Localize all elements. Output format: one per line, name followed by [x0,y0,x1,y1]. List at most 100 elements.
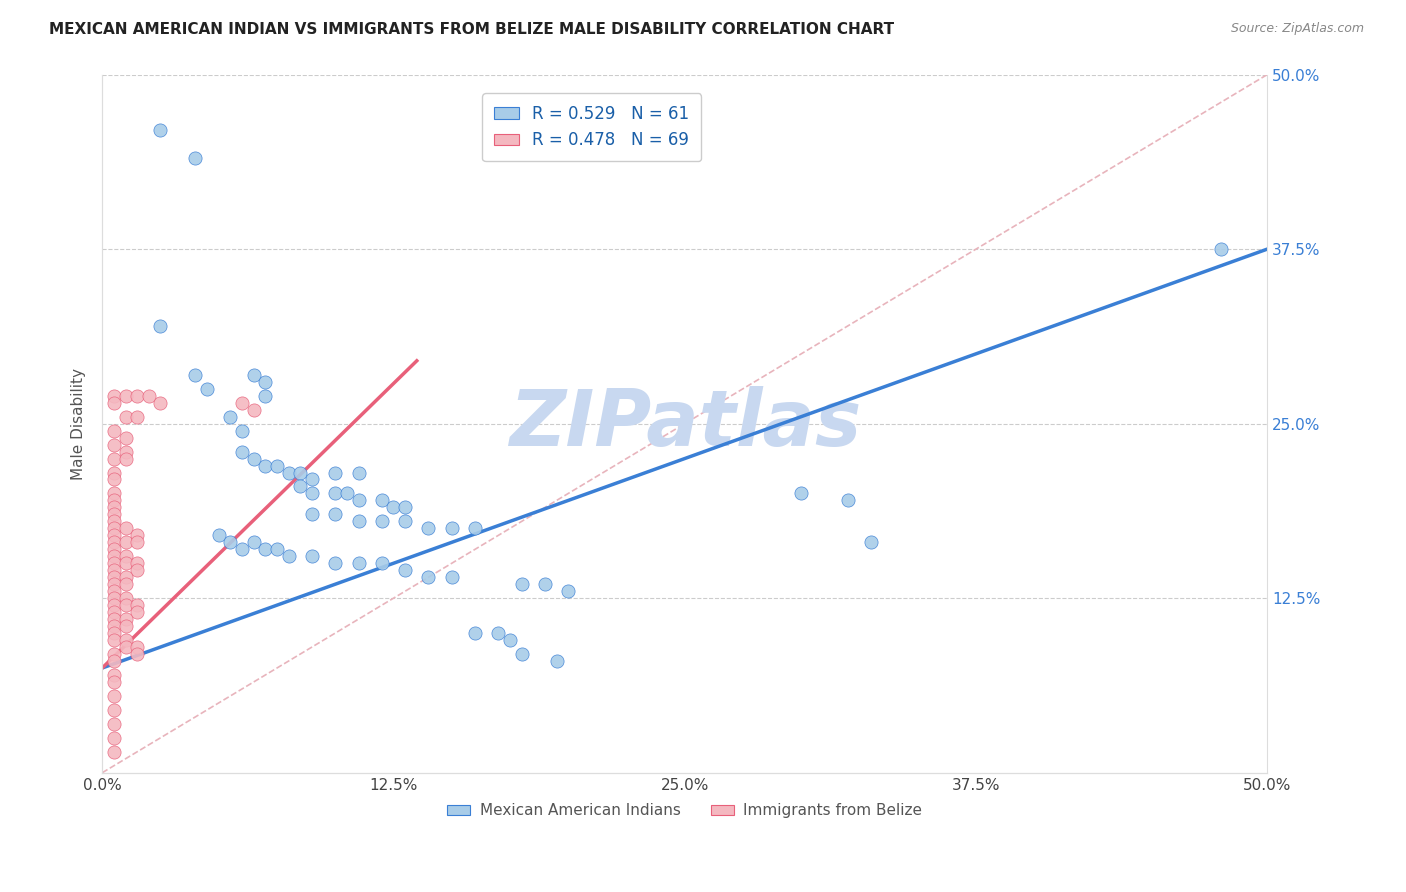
Point [103,745,125,759]
Point [837,493,859,508]
Point [323,556,346,570]
Point [114,389,136,403]
Point [103,424,125,438]
Point [103,542,125,557]
Point [277,549,299,564]
Point [127,647,149,661]
Point [231,424,253,438]
Point [114,444,136,458]
Point [103,703,125,717]
Point [103,535,125,549]
Point [149,123,172,137]
Point [127,598,149,612]
Point [103,654,125,668]
Point [1209,242,1232,256]
Point [301,508,323,522]
Point [103,515,125,529]
Point [347,556,370,570]
Point [103,605,125,619]
Point [242,368,264,382]
Point [127,605,149,619]
Point [231,542,253,557]
Point [103,584,125,599]
Point [301,473,323,487]
Point [114,612,136,626]
Point [103,389,125,403]
Point [114,633,136,648]
Point [266,458,288,473]
Point [103,619,125,633]
Point [242,451,264,466]
Point [103,598,125,612]
Point [149,395,172,409]
Point [127,640,149,654]
Point [103,731,125,745]
Point [138,389,160,403]
Point [103,528,125,542]
Point [195,382,218,396]
Point [114,521,136,535]
Point [464,521,486,535]
Point [254,458,277,473]
Point [371,515,394,529]
Point [440,570,463,584]
Point [254,389,277,403]
Point [103,717,125,731]
Point [103,668,125,682]
Point [114,556,136,570]
Point [184,151,207,165]
Text: Source: ZipAtlas.com: Source: ZipAtlas.com [1230,22,1364,36]
Point [127,528,149,542]
Point [114,570,136,584]
Point [336,486,359,500]
Point [103,626,125,640]
Point [347,466,370,480]
Legend: Mexican American Indians, Immigrants from Belize: Mexican American Indians, Immigrants fro… [441,797,928,824]
Point [103,395,125,409]
Point [103,473,125,487]
Point [557,584,579,599]
Point [127,556,149,570]
Point [114,598,136,612]
Point [184,368,207,382]
Point [790,486,813,500]
Text: ZIPatlas: ZIPatlas [509,385,860,462]
Point [347,493,370,508]
Point [103,675,125,690]
Point [323,486,346,500]
Point [103,591,125,606]
Point [242,535,264,549]
Point [219,535,242,549]
Point [127,389,149,403]
Point [103,521,125,535]
Point [290,479,312,493]
Point [127,535,149,549]
Point [418,521,440,535]
Point [371,556,394,570]
Point [103,689,125,703]
Point [510,577,533,591]
Point [103,633,125,648]
Point [371,493,394,508]
Point [290,466,312,480]
Point [208,528,231,542]
Point [277,466,299,480]
Point [860,535,883,549]
Point [103,577,125,591]
Point [231,444,253,458]
Point [394,515,416,529]
Y-axis label: Male Disability: Male Disability [72,368,86,480]
Point [127,563,149,577]
Point [103,493,125,508]
Point [103,437,125,451]
Point [382,500,405,515]
Point [103,570,125,584]
Point [323,508,346,522]
Text: MEXICAN AMERICAN INDIAN VS IMMIGRANTS FROM BELIZE MALE DISABILITY CORRELATION CH: MEXICAN AMERICAN INDIAN VS IMMIGRANTS FR… [49,22,894,37]
Point [323,466,346,480]
Point [534,577,557,591]
Point [301,486,323,500]
Point [114,577,136,591]
Point [440,521,463,535]
Point [103,451,125,466]
